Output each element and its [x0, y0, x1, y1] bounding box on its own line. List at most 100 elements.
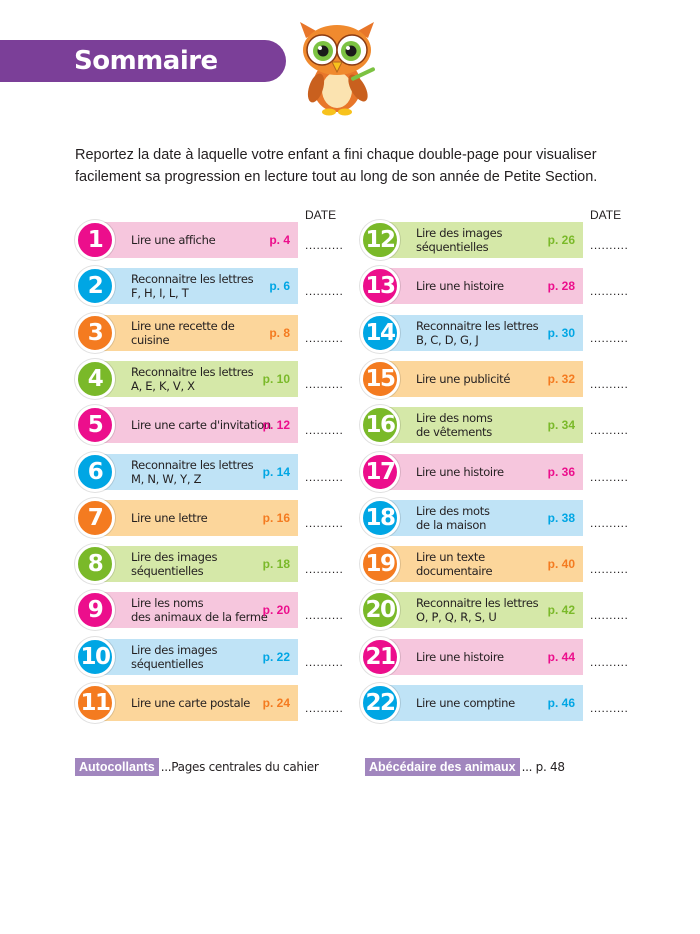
entry-label-line: Lire une lettre [131, 510, 208, 525]
entry-label-line: Lire une histoire [416, 649, 504, 664]
date-field: .......... [305, 284, 344, 299]
entry-page: p. 24 [262, 696, 290, 710]
entry-label-line: Lire une histoire [416, 279, 504, 294]
entry-label-line: Lire une carte d'invitation [131, 418, 271, 433]
footer-text: ...Pages centrales du cahier [160, 760, 319, 774]
entry-bar: Lire des noms de vêtements p. 34 [380, 407, 583, 444]
entry-label: Lire une affiche [131, 222, 271, 258]
entry-number-badge: 20 [360, 590, 400, 631]
page-title: Sommaire [74, 46, 218, 76]
date-field: .......... [305, 701, 344, 715]
entry-label: Lire des noms de vêtements [416, 407, 556, 443]
date-field: .......... [305, 376, 344, 391]
entry-number-badge: 3 [75, 312, 115, 353]
entry-bar: Lire un texte documentaire p. 40 [380, 546, 583, 583]
entry-label: Lire une recette de cuisine [131, 315, 271, 351]
date-column-label: DATE [305, 208, 337, 222]
date-field: .......... [590, 654, 629, 669]
entry-page: p. 6 [269, 279, 290, 294]
intro-text: Reportez la date à laquelle votre enfant… [75, 147, 598, 185]
date-field: .......... [590, 423, 629, 438]
date-field: .......... [590, 238, 629, 252]
date-field: .......... [305, 654, 344, 669]
date-field: .......... [305, 238, 344, 252]
entry-number-badge: 15 [360, 358, 400, 399]
date-field: .......... [590, 562, 629, 577]
entry-bar: Lire des images séquentielles p. 26 [380, 222, 583, 258]
entry-label-line: B, C, D, G, J [416, 332, 479, 347]
entry-label: Lire une histoire [416, 454, 556, 490]
entry-label: Lire une lettre [131, 500, 271, 536]
entry-label-line: Reconnaitre les lettres [416, 318, 539, 333]
entry-label: Lire une histoire [416, 268, 556, 304]
entry-label-line: Lire des mots [416, 503, 490, 518]
entry-label-line: documentaire [416, 564, 493, 579]
entry-bar: Lire une comptine p. 46 [380, 685, 583, 721]
entry-number-badge: 21 [360, 636, 400, 677]
date-column-label: DATE [590, 208, 622, 222]
entry-label-line: Lire des images [131, 642, 218, 657]
entry-bar: Lire une histoire p. 28 [380, 268, 583, 305]
entry-page: p. 30 [547, 325, 575, 340]
entry-label-line: A, E, K, V, X [131, 378, 195, 393]
entry-label-line: Reconnaitre les lettres [131, 272, 254, 287]
entry-number-badge: 10 [75, 636, 115, 677]
entry-label-line: Reconnaitre les lettres [131, 457, 254, 472]
entry-page: p. 22 [262, 649, 290, 664]
entry-label-line: de vêtements [416, 425, 492, 440]
footer-tag: Abécédaire des animaux [365, 758, 520, 776]
entry-number-badge: 4 [75, 358, 115, 399]
entry-number-badge: 14 [360, 312, 400, 353]
footer-stickers: Autocollants ...Pages centrales du cahie… [75, 758, 319, 776]
entry-bar: Lire des images séquentielles p. 18 [95, 546, 298, 583]
entry-label-line: Lire une comptine [416, 696, 515, 710]
entry-page: p. 12 [262, 418, 290, 433]
entry-label-line: Lire une publicité [416, 371, 511, 386]
entry-number-badge: 9 [75, 590, 115, 631]
entry-label: Lire les noms des animaux de la ferme [131, 592, 271, 628]
entry-label-line: séquentielles [416, 240, 489, 254]
entry-number-badge: 2 [75, 266, 115, 307]
entry-label-line: des animaux de la ferme [131, 610, 268, 625]
entry-number-badge: 17 [360, 451, 400, 492]
entry-number-badge: 7 [75, 497, 115, 538]
entry-label: Lire des images séquentielles [131, 546, 271, 582]
entry-number-badge: 13 [360, 266, 400, 307]
entry-bar: Lire une histoire p. 44 [380, 638, 583, 675]
entry-page: p. 16 [262, 510, 290, 525]
entry-label-line: séquentielles [131, 564, 204, 579]
entry-label-line: Lire une histoire [416, 464, 504, 479]
entry-bar: Lire une carte d'invitation p. 12 [95, 407, 298, 444]
entry-bar: Lire des images séquentielles p. 22 [95, 638, 298, 675]
date-field: .......... [590, 515, 629, 530]
entry-number-badge: 12 [360, 220, 400, 260]
entry-page: p. 8 [269, 325, 290, 340]
date-field: .......... [590, 330, 629, 345]
date-field: .......... [590, 376, 629, 391]
footer-alphabet: Abécédaire des animaux ... p. 48 [365, 758, 565, 776]
entry-label-line: Lire une affiche [131, 233, 216, 247]
entry-bar: Lire une lettre p. 16 [95, 499, 298, 536]
entry-label: Lire des images séquentielles [416, 222, 556, 258]
date-field: .......... [305, 562, 344, 577]
entry-number-badge: 22 [360, 683, 400, 723]
entry-bar: Lire une histoire p. 36 [380, 453, 583, 490]
date-field: .......... [305, 608, 344, 623]
entry-page: p. 20 [262, 603, 290, 618]
entry-label-line: Lire les noms [131, 596, 204, 611]
entry-page: p. 46 [547, 696, 575, 710]
date-field: .......... [305, 515, 344, 530]
footer-tag: Autocollants [75, 758, 159, 776]
entry-label: Reconnaitre les lettres M, N, W, Y, Z [131, 454, 271, 490]
entry-bar: Lire des mots de la maison p. 38 [380, 499, 583, 536]
entry-label: Reconnaitre les lettres A, E, K, V, X [131, 361, 271, 397]
entry-page: p. 42 [547, 603, 575, 618]
entry-page: p. 44 [547, 649, 575, 664]
entry-number-badge: 5 [75, 405, 115, 446]
date-field: .......... [590, 608, 629, 623]
entry-page: p. 26 [547, 233, 575, 247]
entry-label-line: Lire des images [131, 550, 218, 565]
